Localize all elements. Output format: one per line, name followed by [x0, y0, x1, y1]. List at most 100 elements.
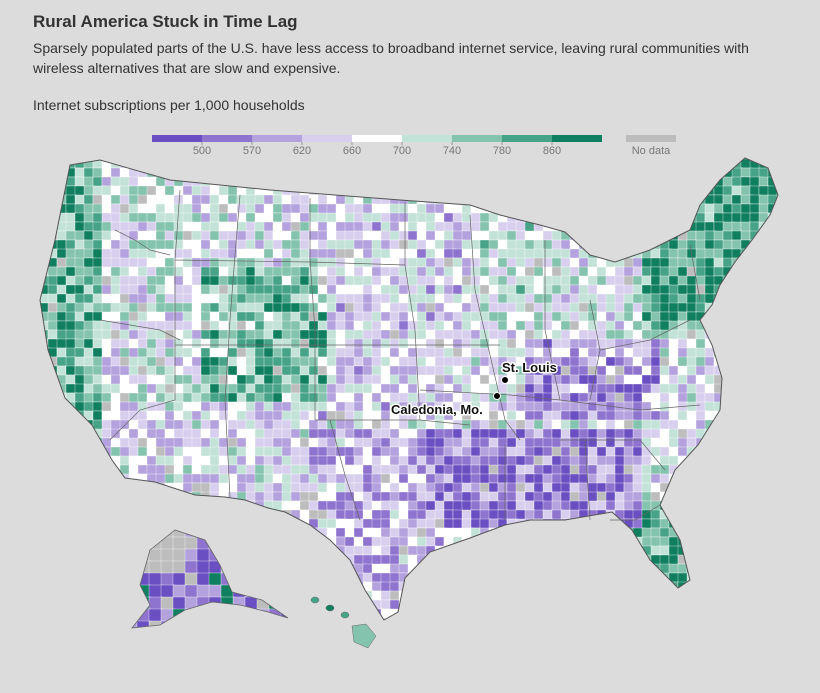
county-cell	[713, 500, 727, 512]
county-cell	[786, 285, 798, 294]
county-cell	[740, 284, 753, 297]
county-cell	[183, 627, 192, 636]
county-cell	[335, 167, 347, 178]
county-cell	[587, 158, 601, 160]
county-cell	[146, 365, 157, 376]
county-cell	[668, 356, 680, 368]
county-cell	[326, 176, 338, 189]
county-cell	[290, 293, 301, 305]
county-cell	[686, 284, 697, 295]
county-cell	[650, 158, 663, 169]
county-cell	[191, 464, 202, 476]
county-cell	[569, 527, 581, 538]
county-cell	[101, 563, 112, 576]
county-cell	[452, 302, 463, 313]
county-cell	[344, 338, 356, 350]
legend-tick-label: 860	[543, 145, 561, 157]
county-cell	[245, 167, 256, 178]
county-cell	[749, 437, 763, 450]
county-cell	[317, 392, 329, 404]
county-cell	[182, 185, 194, 196]
county-cell	[92, 158, 106, 160]
county-cell	[308, 158, 321, 162]
county-cell	[317, 419, 328, 430]
county-cell	[587, 581, 598, 594]
county-cell	[786, 357, 796, 367]
county-cell	[632, 509, 643, 520]
county-cell	[767, 536, 778, 549]
county-cell	[335, 212, 347, 223]
county-cell	[776, 590, 778, 601]
county-cell	[776, 158, 778, 162]
county-cell	[65, 554, 79, 566]
county-cell	[578, 329, 589, 340]
county-cell	[110, 581, 123, 592]
county-cell	[56, 473, 67, 484]
county-cell	[56, 482, 69, 494]
county-cell	[713, 617, 727, 620]
alaska-borough-cell	[293, 609, 307, 623]
county-cell	[506, 527, 517, 540]
county-cell	[758, 581, 769, 593]
county-cell	[704, 311, 718, 323]
county-cell	[569, 167, 581, 179]
county-cell	[605, 437, 616, 449]
county-cell	[371, 158, 384, 171]
county-cell	[722, 203, 733, 214]
county-cell	[416, 563, 429, 575]
county-cell	[668, 248, 679, 259]
county-cell	[434, 185, 448, 197]
county-cell	[542, 491, 554, 503]
county-cell	[110, 509, 122, 522]
county-cell	[173, 428, 185, 439]
county-cell	[254, 563, 267, 576]
county-cell	[227, 509, 239, 522]
county-cell	[632, 590, 643, 602]
county-cell	[614, 203, 626, 216]
county-cell	[47, 329, 59, 340]
county-cell	[128, 158, 141, 160]
county-cell	[786, 168, 795, 177]
county-cell	[40, 545, 52, 558]
county-cell	[704, 581, 716, 593]
county-cell	[380, 563, 391, 574]
county-cell	[488, 401, 499, 412]
county-cell	[146, 158, 157, 169]
county-cell	[30, 492, 39, 502]
county-cell	[641, 266, 652, 277]
county-cell	[119, 527, 130, 538]
county-cell	[560, 221, 574, 232]
county-cell	[407, 266, 419, 277]
county-cell	[40, 248, 41, 261]
county-cell	[605, 581, 616, 592]
county-cell	[173, 500, 184, 512]
county-cell	[786, 492, 795, 502]
alaska-borough-cell	[161, 633, 175, 647]
county-cell	[740, 608, 754, 619]
alaska-borough-cell	[280, 608, 288, 624]
county-cell	[281, 329, 292, 341]
county-cell	[596, 158, 610, 169]
county-cell	[272, 167, 286, 179]
county-cell	[731, 185, 743, 197]
county-cell	[623, 203, 636, 215]
county-cell	[623, 158, 636, 171]
county-cell	[371, 302, 382, 313]
county-cell	[722, 527, 735, 539]
alaska-borough-cell	[256, 560, 272, 576]
county-cell	[398, 167, 412, 180]
county-cell	[299, 257, 310, 268]
county-cell	[119, 302, 131, 314]
county-cell	[47, 158, 60, 169]
county-cell	[641, 158, 653, 162]
county-cell	[776, 419, 778, 431]
county-cell	[74, 158, 87, 161]
county-cell	[407, 491, 418, 503]
county-cell	[587, 338, 598, 350]
county-cell	[326, 590, 340, 603]
county-cell	[497, 536, 510, 549]
county-cell	[317, 500, 328, 512]
county-cell	[506, 167, 520, 179]
county-cell	[299, 563, 311, 574]
county-cell	[623, 554, 634, 565]
